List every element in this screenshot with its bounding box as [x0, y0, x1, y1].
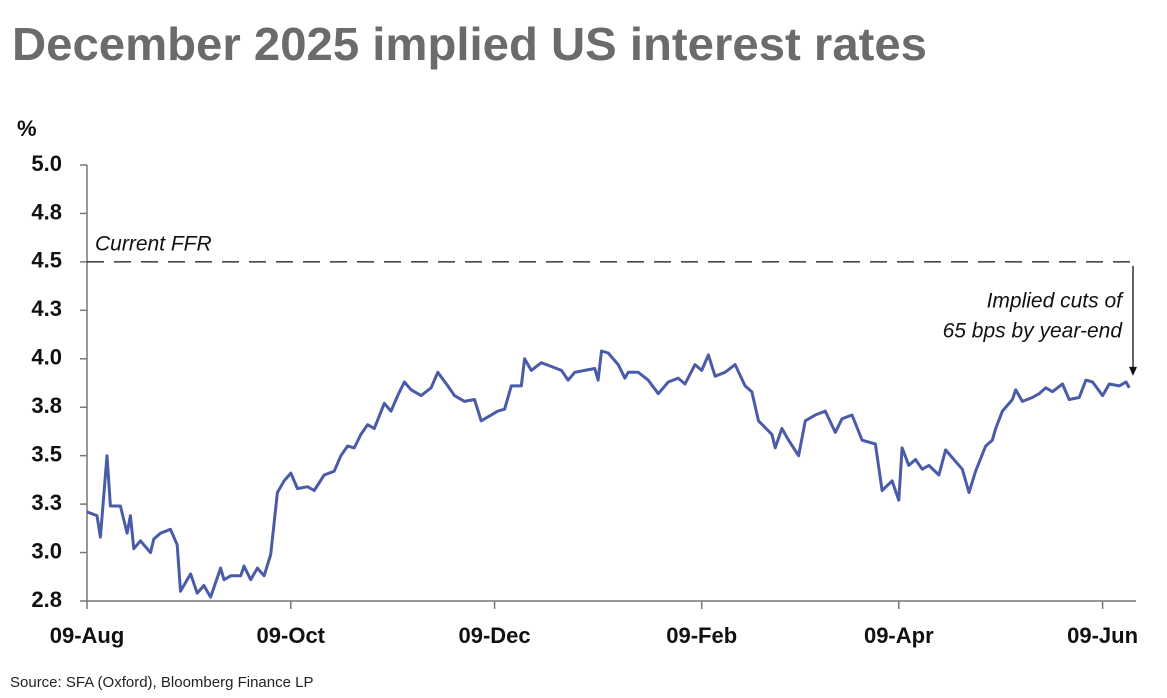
data-line — [86, 349, 1131, 599]
y-axis-label: % — [17, 116, 37, 141]
y-tick-label: 3.5 — [31, 441, 62, 466]
x-tick-label: 09-Apr — [864, 623, 934, 648]
y-tick-label: 4.0 — [31, 345, 62, 370]
x-tick-label: 09-Oct — [257, 623, 326, 648]
arrow-head — [1129, 366, 1137, 376]
annotation: 65 bps by year-end — [943, 320, 1124, 343]
x-tick-label: 09-Aug — [50, 623, 125, 648]
annotation: Implied cuts of — [987, 290, 1125, 313]
y-tick-label: 3.0 — [31, 538, 62, 563]
reference-label: Current FFR — [95, 232, 212, 255]
y-tick-label: 4.3 — [31, 296, 62, 321]
x-tick-label: 09-Feb — [666, 623, 737, 648]
y-tick-label: 4.5 — [31, 248, 62, 273]
chart-title: December 2025 implied US interest rates — [12, 18, 927, 70]
y-tick-label: 4.8 — [31, 199, 62, 224]
x-tick-label: 09-Dec — [458, 623, 530, 648]
y-tick-label: 5.0 — [31, 151, 62, 176]
y-tick-label: 3.8 — [31, 393, 62, 418]
y-tick-label: 2.8 — [31, 587, 62, 612]
x-tick-label: 09-Jun — [1067, 623, 1138, 648]
y-tick-label: 3.3 — [31, 490, 62, 515]
source: Source: SFA (Oxford), Bloomberg Finance … — [10, 674, 313, 691]
